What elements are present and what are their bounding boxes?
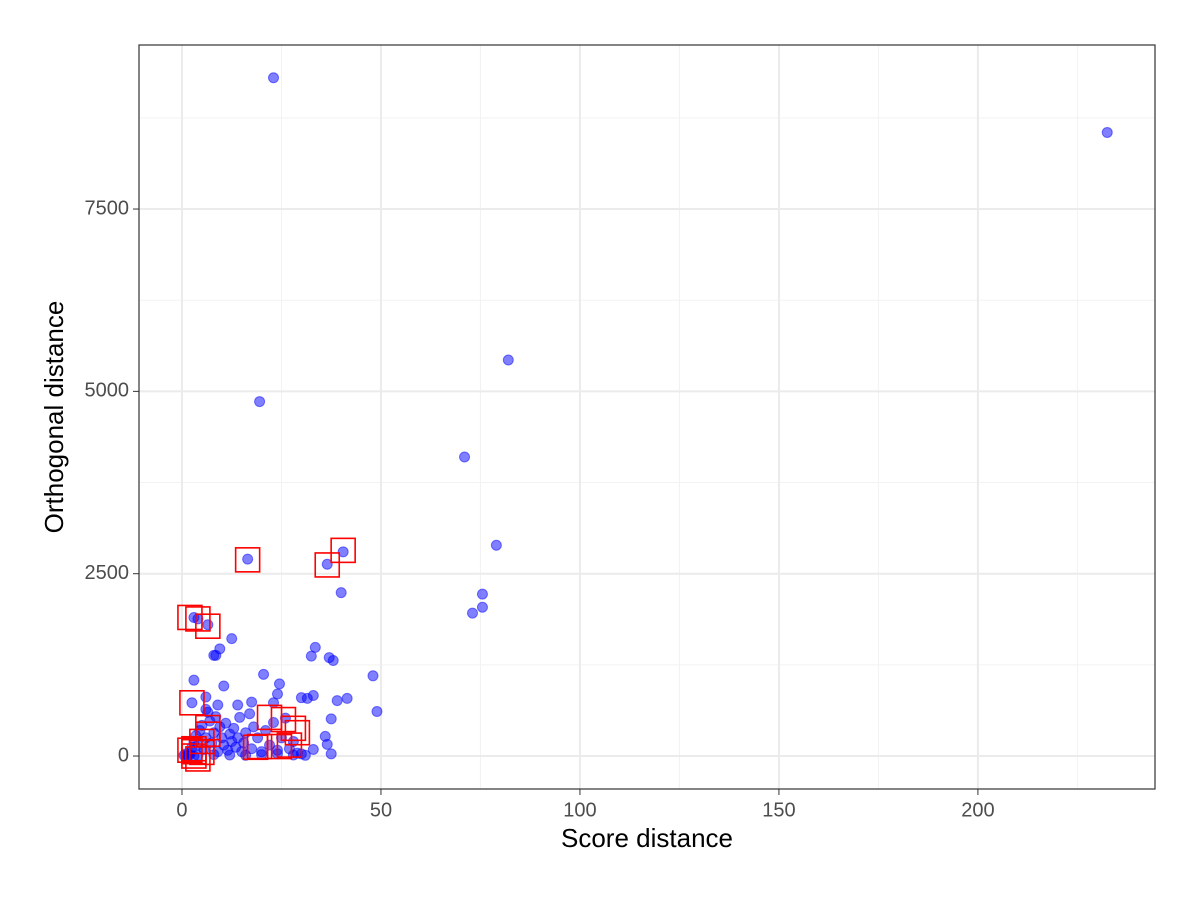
- flag-square: [185, 606, 211, 632]
- point: [188, 674, 200, 686]
- point: [331, 695, 343, 707]
- point: [325, 748, 337, 760]
- point: [232, 699, 244, 711]
- point: [268, 716, 280, 728]
- flag-square: [185, 746, 211, 772]
- flag-square: [195, 613, 221, 640]
- y-axis-title: Orthogonal distance: [39, 301, 69, 534]
- x-tick-label: 150: [762, 799, 795, 821]
- point: [218, 680, 230, 692]
- flag-square: [256, 704, 283, 731]
- y-tick-label: 2500: [85, 562, 130, 584]
- x-tick-label: 100: [563, 799, 596, 821]
- point: [476, 601, 488, 613]
- y-tick-label: 5000: [85, 380, 130, 402]
- point: [466, 607, 478, 619]
- point: [305, 650, 317, 662]
- x-axis-title: Score distance: [561, 823, 733, 853]
- point: [327, 654, 339, 666]
- point: [325, 713, 337, 725]
- point: [202, 619, 214, 631]
- point: [244, 708, 256, 720]
- point: [502, 354, 514, 366]
- point: [220, 717, 232, 729]
- point: [371, 706, 383, 718]
- point: [299, 749, 311, 761]
- point: [200, 703, 212, 715]
- flag-square: [330, 537, 356, 564]
- point: [254, 396, 266, 408]
- point: [341, 692, 353, 704]
- point: [248, 721, 260, 733]
- point: [337, 546, 349, 558]
- flag-square: [179, 689, 205, 716]
- point: [186, 697, 198, 709]
- point: [307, 743, 319, 755]
- y-tick-label: 7500: [85, 197, 130, 219]
- point: [321, 738, 333, 750]
- point: [1101, 126, 1113, 138]
- point: [268, 72, 280, 84]
- x-tick-label: 200: [961, 799, 994, 821]
- point: [226, 633, 238, 645]
- point: [224, 749, 236, 761]
- point: [490, 539, 502, 551]
- point: [212, 699, 224, 711]
- point: [234, 711, 246, 723]
- flag-square: [234, 547, 261, 573]
- point: [228, 722, 240, 734]
- point: [335, 587, 347, 599]
- point: [242, 553, 254, 565]
- flag-square: [181, 738, 207, 765]
- point: [273, 678, 285, 690]
- flag-square: [314, 552, 341, 578]
- x-tick-label: 50: [370, 799, 392, 821]
- point: [246, 696, 258, 708]
- point: [476, 588, 488, 600]
- flag-square: [177, 604, 203, 631]
- y-tick-label: 0: [118, 744, 129, 766]
- point: [268, 697, 280, 709]
- point: [210, 649, 222, 661]
- flag-square: [270, 706, 297, 733]
- point: [307, 689, 319, 701]
- flag-square: [266, 733, 293, 760]
- flag-square: [246, 733, 273, 760]
- point: [258, 668, 270, 680]
- x-tick-label: 0: [176, 799, 187, 821]
- point: [200, 691, 212, 703]
- point: [321, 558, 333, 570]
- plot-border: [138, 44, 1156, 790]
- point: [459, 451, 471, 463]
- flag-square: [284, 719, 311, 746]
- point: [367, 670, 379, 682]
